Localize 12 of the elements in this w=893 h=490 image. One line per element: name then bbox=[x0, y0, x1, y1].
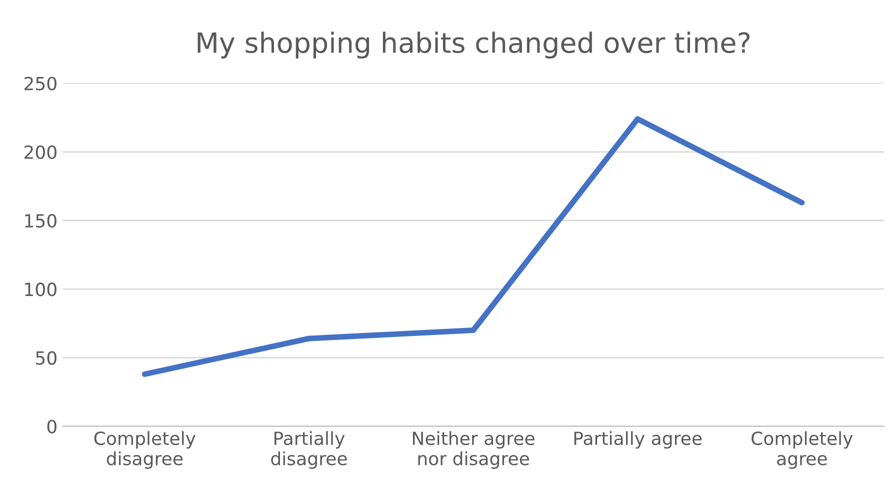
y-tick-label: 150 bbox=[25, 214, 56, 228]
x-tick-label: Partially agree bbox=[574, 431, 702, 449]
y-tick-label: 250 bbox=[24, 76, 56, 90]
x-tick-label: Completely disagree bbox=[94, 431, 196, 469]
chart-title: My shopping habits changed over time? bbox=[198, 32, 750, 59]
x-tick-label: Completely agree bbox=[752, 431, 853, 469]
x-tick-label: Neither agree nor disagree bbox=[412, 431, 534, 469]
x-tick-label: Partially disagree bbox=[271, 431, 347, 469]
y-tick-label: 0 bbox=[47, 420, 56, 434]
y-tick-label: 200 bbox=[24, 145, 56, 160]
y-tick-label: 100 bbox=[25, 282, 56, 296]
y-tick-label: 50 bbox=[36, 351, 56, 365]
